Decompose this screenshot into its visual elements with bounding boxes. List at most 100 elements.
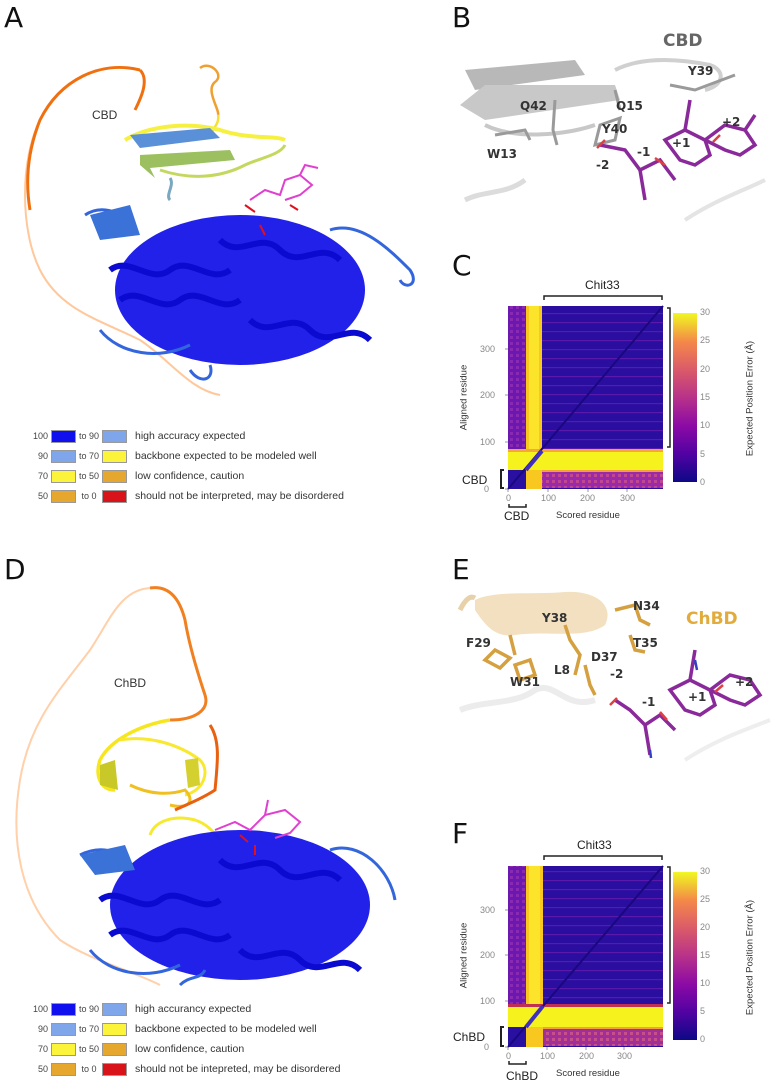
colorbar-tick: 10 bbox=[700, 978, 711, 988]
bracket-label-chbd-bottom: ChBD bbox=[506, 1069, 539, 1083]
bracket-label-cbd-left: CBD bbox=[462, 473, 488, 487]
legend-row: 90 to 70 backbone expected to be modeled… bbox=[37, 1022, 317, 1036]
color-swatch bbox=[51, 469, 76, 483]
y-tick: 300 bbox=[480, 344, 496, 354]
domain-label-chbd: ChBD bbox=[114, 676, 147, 690]
legend-row: 100 to 90 high accurancy expected bbox=[32, 1002, 252, 1016]
y-tick: 100 bbox=[480, 996, 496, 1006]
structure-cbd-model bbox=[0, 40, 440, 420]
subsite-label: +2 bbox=[735, 675, 754, 689]
y-tick: 200 bbox=[480, 390, 496, 400]
domain-label-cbd: CBD bbox=[92, 108, 118, 122]
panel-letter-c: C bbox=[452, 249, 472, 282]
subsite-label: +2 bbox=[722, 115, 741, 129]
subsite-label: -2 bbox=[596, 158, 610, 172]
legend-row: 90 to 70 backbone expected to be modeled… bbox=[37, 449, 317, 463]
bracket-label-chit33: Chit33 bbox=[585, 278, 620, 292]
color-swatch bbox=[51, 1002, 76, 1016]
pae-heatmap-c bbox=[500, 290, 740, 520]
y-tick: 0 bbox=[484, 1042, 490, 1052]
color-swatch bbox=[102, 429, 127, 443]
colorbar-tick: 5 bbox=[700, 449, 706, 459]
x-tick: 300 bbox=[617, 1051, 633, 1061]
panel-letter-b: B bbox=[452, 1, 472, 34]
colorbar-tick: 25 bbox=[700, 894, 711, 904]
panel-letter-a: A bbox=[4, 1, 24, 34]
x-axis-title: Scored residue bbox=[556, 510, 620, 521]
colorbar-tick: 0 bbox=[700, 1034, 706, 1044]
binding-site-cbd bbox=[455, 30, 776, 240]
bracket-label-chbd-left: ChBD bbox=[453, 1030, 486, 1044]
color-swatch bbox=[102, 489, 127, 503]
residue-label: Q15 bbox=[616, 99, 643, 113]
residue-label: F29 bbox=[466, 636, 491, 650]
structure-chbd-model bbox=[0, 580, 440, 990]
y-axis-title: Aligned residue bbox=[458, 364, 470, 431]
subsite-label: -2 bbox=[610, 667, 624, 681]
color-swatch bbox=[51, 449, 76, 463]
x-axis-title: Scored residue bbox=[556, 1068, 620, 1079]
y-tick: 0 bbox=[484, 484, 490, 494]
color-swatch bbox=[51, 1042, 76, 1056]
residue-label: T35 bbox=[633, 636, 658, 650]
color-swatch bbox=[51, 429, 76, 443]
residue-label: L8 bbox=[554, 663, 570, 677]
colorbar-tick: 30 bbox=[700, 866, 711, 876]
panel-letter-d: D bbox=[4, 553, 26, 586]
residue-label: Y39 bbox=[688, 64, 714, 78]
binding-site-chbd bbox=[455, 580, 776, 780]
legend-row: 70 to 50 low confidence, caution bbox=[37, 1042, 245, 1056]
residue-label: Y38 bbox=[542, 611, 568, 625]
subsite-label: -1 bbox=[637, 145, 651, 159]
colorbar-tick: 25 bbox=[700, 335, 711, 345]
x-tick: 200 bbox=[579, 1051, 595, 1061]
x-tick: 200 bbox=[580, 493, 596, 503]
x-tick: 300 bbox=[620, 493, 636, 503]
y-axis-title: Aligned residue bbox=[458, 922, 470, 989]
color-swatch bbox=[102, 1062, 127, 1076]
legend-row: 50 to 0 should not be interpreted, may b… bbox=[37, 489, 344, 503]
colorbar-title: Expected Position Error (Å) bbox=[744, 340, 756, 457]
x-tick: 0 bbox=[506, 493, 512, 503]
subsite-label: -1 bbox=[642, 695, 656, 709]
residue-label: W31 bbox=[510, 675, 540, 689]
legend-row: 100 to 90 high accuracy expected bbox=[32, 429, 246, 443]
y-tick: 300 bbox=[480, 905, 496, 915]
panel-letter-e: E bbox=[452, 553, 470, 586]
color-swatch bbox=[102, 1022, 127, 1036]
plddt-legend-bottom: 100 to 90 high accurancy expected 90 to … bbox=[20, 999, 440, 1079]
colorbar-tick: 20 bbox=[700, 364, 711, 374]
color-swatch bbox=[102, 1042, 127, 1056]
colorbar-tick: 30 bbox=[700, 307, 711, 317]
x-tick: 100 bbox=[541, 493, 557, 503]
color-swatch bbox=[51, 1022, 76, 1036]
subsite-label: +1 bbox=[672, 136, 691, 150]
domain-label-cbd-b: CBD bbox=[663, 31, 703, 51]
color-swatch bbox=[51, 1062, 76, 1076]
residue-label: N34 bbox=[633, 599, 660, 613]
y-tick: 100 bbox=[480, 437, 496, 447]
colorbar-tick: 15 bbox=[700, 392, 711, 402]
x-tick: 0 bbox=[506, 1051, 512, 1061]
bracket-label-chit33-f: Chit33 bbox=[577, 838, 612, 852]
colorbar-tick: 20 bbox=[700, 922, 711, 932]
residue-label: D37 bbox=[591, 650, 618, 664]
subsite-label: +1 bbox=[688, 690, 707, 704]
colorbar-tick: 15 bbox=[700, 950, 711, 960]
y-tick: 200 bbox=[480, 950, 496, 960]
x-tick: 100 bbox=[540, 1051, 556, 1061]
domain-label-chbd-e: ChBD bbox=[686, 609, 738, 629]
colorbar-title: Expected Position Error (Å) bbox=[744, 899, 756, 1016]
color-swatch bbox=[102, 1002, 127, 1016]
legend-row: 50 to 0 should not be intepreted, may be… bbox=[37, 1062, 341, 1076]
color-swatch bbox=[51, 489, 76, 503]
plddt-legend-top: 100 to 90 high accuracy expected 90 to 7… bbox=[20, 426, 440, 506]
legend-row: 70 to 50 low confidence, caution bbox=[37, 469, 245, 483]
bracket-label-cbd-bottom: CBD bbox=[504, 509, 530, 523]
panel-letter-f: F bbox=[452, 817, 469, 850]
residue-label: Y40 bbox=[602, 122, 628, 136]
pae-heatmap-f bbox=[500, 850, 740, 1080]
residue-label: Q42 bbox=[520, 99, 547, 113]
colorbar-tick: 0 bbox=[700, 477, 706, 487]
color-swatch bbox=[102, 449, 127, 463]
